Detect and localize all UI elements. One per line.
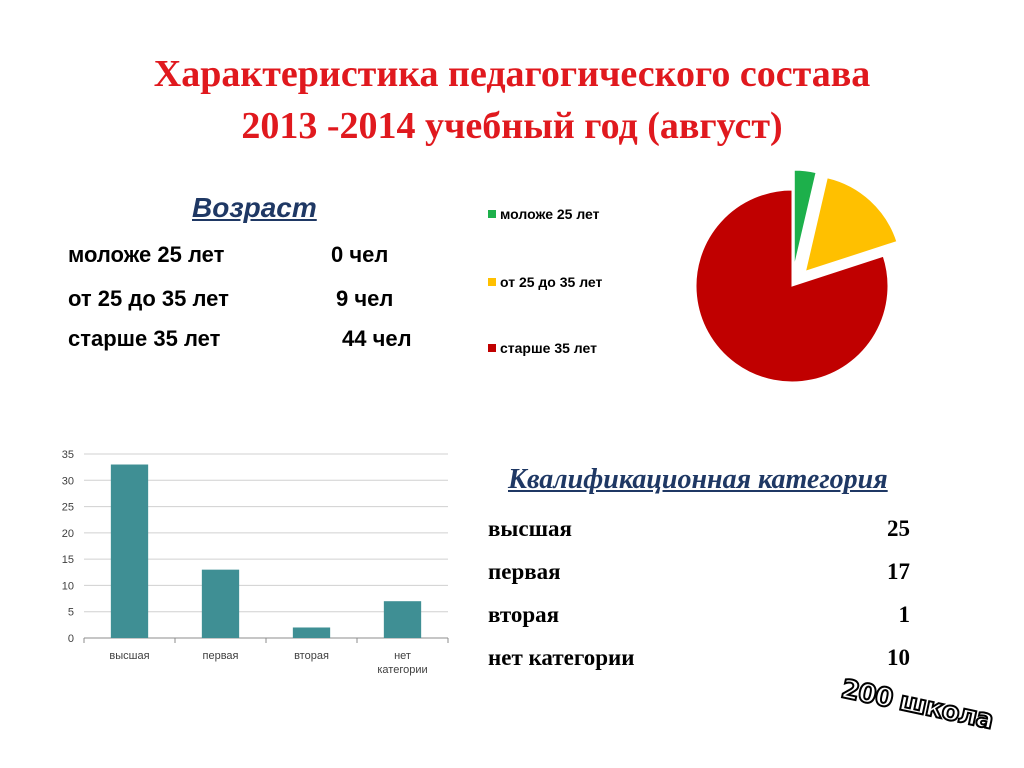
qualification-value: 25 — [887, 516, 910, 541]
legend-label: от 25 до 35 лет — [500, 274, 603, 290]
legend-label: старше 35 лет — [500, 340, 597, 356]
title-line-1: Характеристика педагогического состава — [153, 53, 871, 95]
qualification-value: 17 — [887, 559, 910, 584]
pie-legend-item: старше 35 лет — [488, 340, 597, 356]
bar — [110, 464, 149, 638]
age-label: моложе 25 лет — [68, 242, 225, 267]
x-tick-label: категории — [377, 664, 427, 676]
pie-slice — [804, 177, 898, 273]
bar — [383, 601, 422, 638]
x-tick-label: вторая — [294, 650, 329, 662]
y-tick-label: 35 — [62, 449, 74, 461]
bar — [201, 569, 240, 638]
age-row: моложе 25 лет 0 чел — [68, 242, 388, 268]
pie-slice — [695, 189, 889, 383]
pie-legend-item: моложе 25 лет — [488, 206, 600, 222]
x-tick-label: высшая — [109, 650, 149, 662]
legend-swatch — [488, 278, 496, 286]
pie-legend-item: от 25 до 35 лет — [488, 274, 602, 290]
y-tick-label: 25 — [62, 502, 74, 514]
legend-swatch — [488, 344, 496, 352]
pie-slice — [793, 169, 817, 267]
school-stamp: 200 школа — [838, 673, 997, 736]
legend-label: моложе 25 лет — [500, 206, 600, 222]
qualification-label: нет категории — [488, 645, 635, 670]
qualification-label: первая — [488, 559, 561, 584]
qualification-label: вторая — [488, 602, 560, 627]
y-tick-label: 0 — [68, 633, 74, 645]
age-heading: Возраст — [192, 192, 317, 223]
age-row: старше 35 лет 44 чел — [68, 326, 412, 352]
y-tick-label: 30 — [62, 475, 74, 487]
age-value: 0 чел — [331, 242, 389, 267]
qualification-value: 1 — [898, 602, 911, 627]
x-tick-label: нет — [394, 650, 411, 662]
y-tick-label: 15 — [62, 554, 74, 566]
age-row: от 25 до 35 лет 9 чел — [68, 286, 393, 312]
y-tick-label: 10 — [62, 580, 74, 592]
age-value: 44 чел — [342, 326, 412, 351]
page-title: Характеристика педагогического состава 2… — [0, 48, 1024, 152]
title-line-2: 2013 -2014 учебный год (август) — [241, 105, 783, 147]
qualification-value: 10 — [887, 645, 910, 670]
y-tick-label: 20 — [62, 528, 74, 540]
age-pie-chart — [695, 169, 898, 383]
qualification-heading: Квалификационная категория — [508, 464, 888, 495]
age-label: старше 35 лет — [68, 326, 221, 351]
age-value: 9 чел — [336, 286, 394, 311]
qualification-label: высшая — [488, 516, 572, 541]
age-label: от 25 до 35 лет — [68, 286, 229, 311]
bar — [292, 627, 331, 638]
y-tick-label: 5 — [68, 607, 74, 619]
x-tick-label: первая — [203, 650, 239, 662]
qualification-bar-chart: 0 5 10 15 20 25 30 35 высшая первая вторая нет катег… — [62, 449, 449, 676]
legend-swatch — [488, 210, 496, 218]
